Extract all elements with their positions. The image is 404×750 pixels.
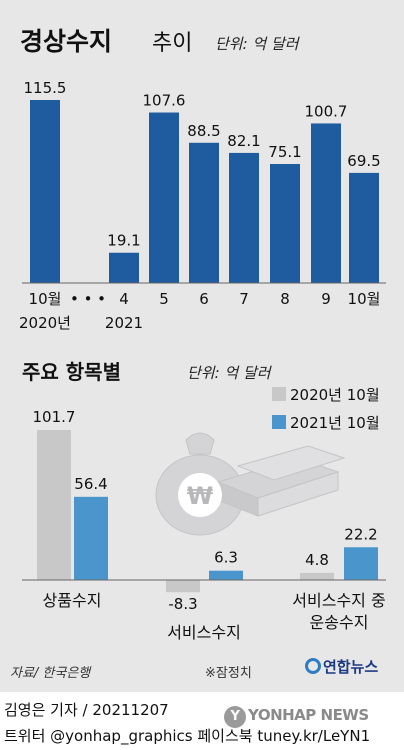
- bar-value-s0-c0: 101.7: [33, 408, 76, 426]
- bar-value-0: 115.5: [24, 79, 67, 97]
- chart1-subtitle: 추이: [152, 31, 193, 56]
- bar-7: [311, 123, 341, 284]
- bar-s0-c0: [37, 430, 71, 580]
- legend-swatch-2021: [272, 415, 286, 429]
- category-label-2-0: 서비스수지 중: [292, 591, 385, 610]
- bar-value-2: 19.1: [107, 232, 140, 250]
- x-tick-sub-0: 2020년: [19, 314, 71, 332]
- logo-text: 연합뉴스: [323, 658, 379, 676]
- bar-0: [30, 100, 60, 283]
- bar-s1-c2: [344, 547, 378, 580]
- yonhap-logo: 연합뉴스: [305, 656, 378, 677]
- chart1-plot: 115.5 10월 2020년 • • • 19.1 4 2021 107.6 5 88.5 6 82…: [19, 79, 386, 332]
- x-tick-sub-2: 2021: [105, 314, 143, 332]
- logo-circle-icon: [305, 658, 321, 674]
- x-tick-3: 5: [159, 290, 169, 308]
- bar-value-4: 88.5: [187, 122, 220, 140]
- bar-value-s1-c2: 22.2: [344, 525, 377, 543]
- x-tick-8: 10월: [348, 290, 381, 308]
- bar-value-7: 100.7: [305, 102, 348, 120]
- x-tick-1: • • •: [70, 290, 106, 308]
- x-tick-7: 9: [321, 290, 331, 308]
- bar-s1-c0: [74, 496, 108, 580]
- x-tick-0: 10월: [29, 290, 62, 308]
- svg-text:₩: ₩: [187, 482, 214, 510]
- bar-value-3: 107.6: [143, 92, 186, 110]
- legend-swatch-2020: [272, 387, 286, 401]
- category-label-0-0: 상품수지: [43, 591, 102, 610]
- yonhap-watermark: Y YONHAP NEWS: [224, 706, 369, 728]
- chart2-unit: 단위: 억 달러: [187, 364, 271, 382]
- x-tick-6: 8: [280, 290, 290, 308]
- legend-label-2021: 2021년 10월: [290, 414, 380, 432]
- bar-s0-c1: [166, 580, 200, 593]
- bar-5: [229, 152, 259, 283]
- bar-value-5: 82.1: [227, 132, 260, 150]
- category-label-1-0: 서비스수지: [167, 623, 241, 642]
- bar-2: [109, 252, 139, 283]
- bar-4: [189, 142, 219, 283]
- chart1-unit: 단위: 억 달러: [215, 35, 299, 53]
- bar-value-s1-c1: 6.3: [214, 549, 238, 567]
- bar-3: [149, 112, 179, 284]
- bar-s0-c2: [300, 572, 334, 580]
- watermark-text: YONHAP NEWS: [248, 706, 369, 724]
- money-bag-illustration: ₩: [155, 432, 346, 536]
- watermark-circle-icon: Y: [224, 706, 246, 728]
- x-tick-4: 6: [199, 290, 209, 308]
- legend-label-2020: 2020년 10월: [290, 386, 380, 404]
- note-text: ※잠정치: [205, 666, 252, 681]
- chart1-title: 경상수지: [20, 27, 113, 56]
- infographic-card: 경상수지 추이 단위: 억 달러 115.5 10월 2020년 • • • 19.1 4…: [0, 0, 404, 692]
- source-text: 자료/ 한국은행: [10, 666, 91, 681]
- x-tick-2: 4: [119, 290, 129, 308]
- category-label-2-1: 운송수지: [310, 613, 369, 632]
- x-tick-5: 7: [239, 290, 249, 308]
- bar-6: [270, 164, 300, 283]
- bar-s1-c1: [209, 570, 243, 580]
- bar-value-8: 69.5: [347, 152, 380, 170]
- bar-value-6: 75.1: [268, 143, 301, 161]
- bar-value-s0-c2: 4.8: [305, 551, 329, 569]
- credit-line-1: 김영은 기자 / 20211207: [4, 701, 169, 719]
- bar-value-s0-c1: -8.3: [168, 595, 197, 613]
- bar-8: [349, 172, 379, 283]
- chart2-title: 주요 항목별: [22, 360, 121, 384]
- credit-line-2: 트위터 @yonhap_graphics 페이스북 tuney.kr/LeYN1: [4, 727, 371, 745]
- bar-value-s1-c0: 56.4: [74, 475, 107, 493]
